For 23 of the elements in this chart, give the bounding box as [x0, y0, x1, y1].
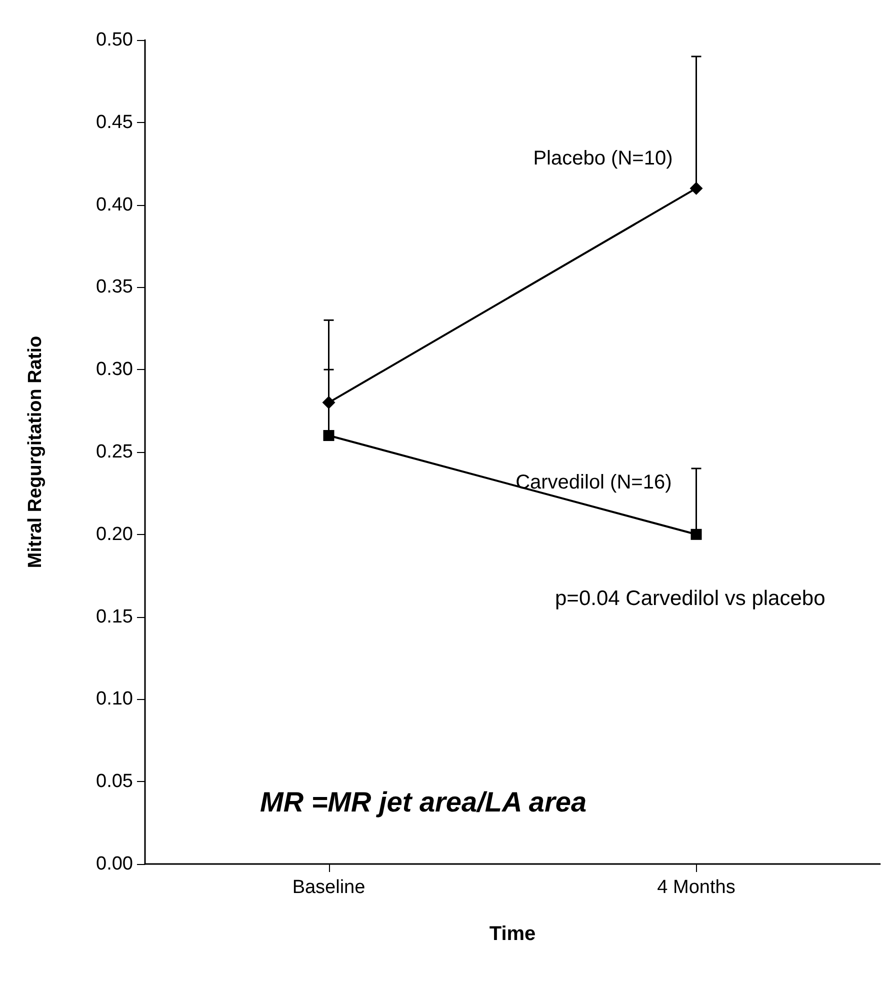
- point: [323, 430, 334, 442]
- x-tick-label: Baseline: [292, 877, 366, 898]
- x-axis-title: Time: [489, 923, 536, 945]
- point: [322, 396, 336, 410]
- y-tick-label: 0.00: [96, 854, 133, 874]
- annotation: p=0.04 Carvedilol vs placebo: [555, 587, 826, 610]
- y-tick-label: 0.05: [96, 771, 133, 792]
- annotation: MR =MR jet area/LA area: [260, 786, 587, 818]
- series-label: Carvedilol (N=16): [516, 471, 672, 494]
- y-tick-label: 0.40: [96, 194, 133, 216]
- y-tick-label: 0.25: [96, 442, 133, 462]
- y-tick-label: 0.50: [96, 30, 133, 50]
- y-tick-label: 0.30: [96, 359, 133, 380]
- x-tick-label: 4 Months: [657, 877, 736, 898]
- y-tick-label: 0.45: [96, 112, 133, 133]
- series-label: Placebo (N=10): [533, 147, 673, 170]
- point: [690, 528, 702, 540]
- y-tick-label: 0.15: [96, 606, 133, 628]
- y-axis-title: Mitral Regurgitation Ratio: [25, 336, 46, 568]
- y-tick-label: 0.10: [96, 688, 133, 710]
- y-tick-label: 0.20: [96, 524, 133, 545]
- y-tick-label: 0.35: [96, 276, 133, 298]
- point: [690, 182, 703, 195]
